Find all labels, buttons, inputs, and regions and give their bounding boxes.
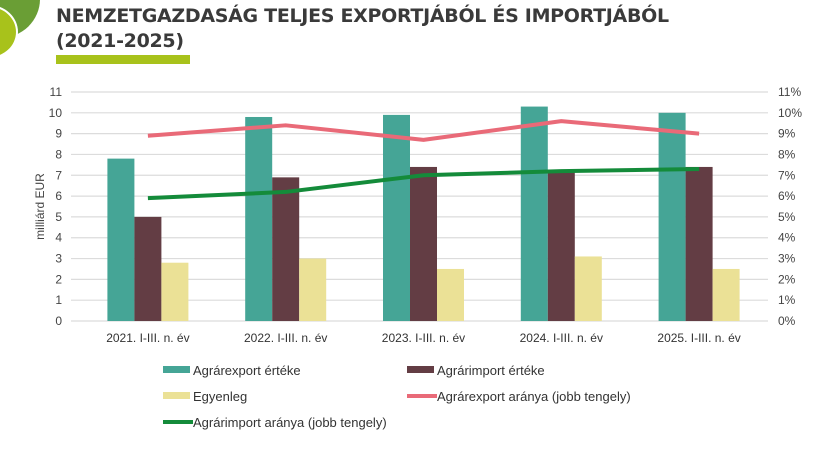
bar-egyenleg-2: [574, 256, 602, 321]
title-line: NEMZETGAZDASÁG TELJES EXPORTJÁBÓL ÉS IMP…: [56, 5, 669, 27]
y2-tick-label: 8%: [778, 147, 796, 161]
title-underline: [56, 55, 190, 64]
bar-agrárimport-1: [134, 216, 162, 321]
legend-label: Agrárexport aránya (jobb tengely): [437, 389, 631, 404]
bar-agrárexport-0: [107, 158, 135, 321]
y-tick-label: 9: [55, 127, 62, 141]
y2-tick-label: 6%: [778, 189, 796, 203]
legend-swatch: [163, 392, 190, 399]
y2-tick-label: 9%: [778, 127, 796, 141]
y2-tick-label: 11%: [778, 85, 801, 99]
y2-tick-label: 5%: [778, 210, 796, 224]
legend-label: Egyenleg: [193, 389, 247, 404]
legend-swatch: [407, 366, 434, 373]
bar-agrárexport-0: [658, 112, 686, 322]
x-tick-label: 2022. I-III. n. év: [244, 331, 327, 345]
title-line: (2021-2025): [56, 30, 184, 52]
y-tick-label: 4: [55, 231, 62, 245]
y-tick-label: 1: [55, 293, 62, 307]
legend-label: Agrárimport értéke: [437, 363, 545, 378]
legend-label: Agrárexport értéke: [193, 363, 301, 378]
y-tick-label: 11: [50, 85, 63, 99]
bar-agrárimport-1: [547, 171, 575, 321]
series-line: [147, 167, 700, 201]
y-axis-label: milliárd EUR: [33, 173, 47, 240]
y2-tick-label: 7%: [778, 168, 796, 182]
y2-tick-label: 10%: [778, 106, 802, 120]
y2-tick-label: 0%: [778, 314, 796, 328]
x-tick-label: 2024. I-III. n. év: [520, 331, 603, 345]
bar-agrárimport-1: [685, 166, 713, 321]
bar-agrárexport-0: [383, 114, 410, 322]
y-tick-label: 2: [55, 272, 62, 286]
bar-egyenleg-2: [299, 258, 327, 321]
y-tick-label: 10: [49, 106, 63, 120]
x-tick-label: 2023. I-III. n. év: [382, 331, 465, 345]
bar-agrárexport-0: [520, 106, 548, 321]
y-tick-label: 6: [55, 189, 62, 203]
bar-egyenleg-2: [437, 268, 464, 321]
y2-tick-label: 1%: [778, 293, 796, 307]
bar-agrárexport-0: [245, 116, 273, 322]
y-tick-label: 8: [55, 147, 62, 161]
y-tick-label: 0: [55, 314, 62, 328]
bar-agrárimport-1: [272, 177, 300, 321]
y-tick-label: 3: [55, 252, 62, 266]
y2-tick-label: 4%: [778, 231, 796, 245]
series-line: [147, 119, 700, 142]
bar-agrárimport-1: [410, 166, 437, 321]
x-tick-label: 2025. I-III. n. év: [657, 331, 740, 345]
x-tick-label: 2021. I-III. n. év: [106, 331, 189, 345]
legend-label: Agrárimport aránya (jobb tengely): [193, 415, 387, 430]
y2-tick-label: 2%: [778, 272, 796, 286]
y-tick-label: 5: [55, 210, 62, 224]
y-tick-label: 7: [55, 168, 62, 182]
chart-title: NEMZETGAZDASÁG TELJES EXPORTJÁBÓL ÉS IMP…: [56, 4, 669, 54]
bar-egyenleg-2: [161, 262, 189, 321]
legend-swatch: [163, 366, 190, 373]
bar-egyenleg-2: [712, 268, 740, 321]
y2-tick-label: 3%: [778, 252, 796, 266]
